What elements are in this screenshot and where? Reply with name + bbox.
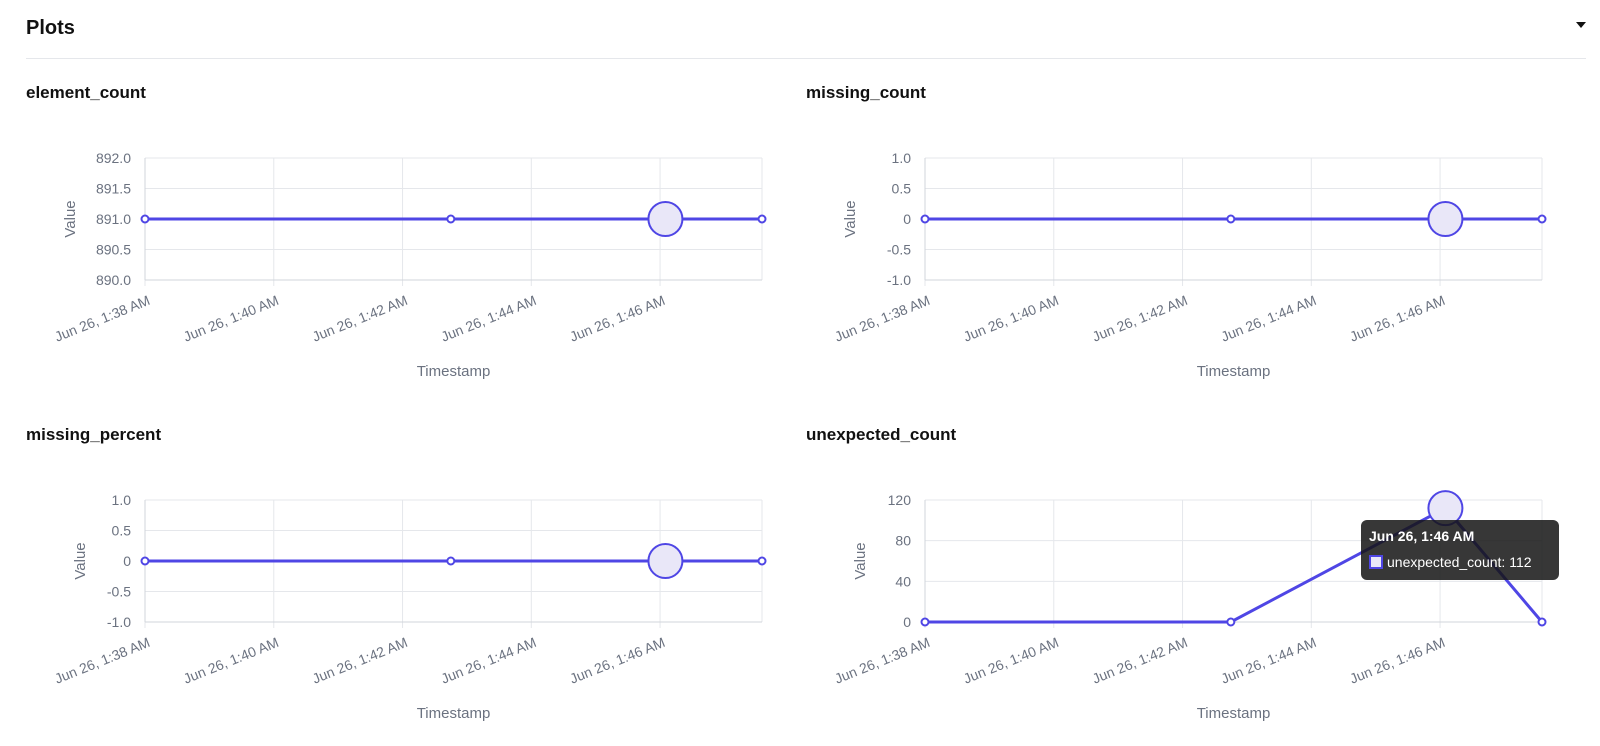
chart-title-unexpected-count: unexpected_count	[806, 425, 957, 444]
data-point[interactable]	[446, 214, 456, 224]
y-tick-label: 1.0	[892, 150, 912, 166]
x-tick-label: Jun 26, 1:44 AM	[1219, 292, 1319, 345]
chart-unexpected-count[interactable]: 120 80 40 0 Jun 26, 1:38 AM Jun 26, 1:40 AM Ju…	[780, 342, 1580, 742]
x-tick-label: Jun 26, 1:42 AM	[1090, 634, 1190, 687]
x-tick-label: Jun 26, 1:44 AM	[439, 634, 539, 687]
highlighted-data-point[interactable]	[647, 543, 684, 579]
x-tick-label: Jun 26, 1:38 AM	[52, 634, 152, 687]
x-axis-title: Timestamp	[1197, 705, 1271, 722]
x-axis-title: Timestamp	[417, 363, 491, 380]
data-point[interactable]	[920, 214, 930, 224]
y-tick-label: 0.5	[892, 181, 912, 197]
x-tick-label: Jun 26, 1:44 AM	[1219, 634, 1319, 687]
y-tick-label: 80	[895, 533, 911, 549]
data-point[interactable]	[920, 617, 930, 627]
data-point[interactable]	[757, 556, 767, 566]
x-tick-label: Jun 26, 1:46 AM	[1347, 634, 1447, 687]
x-tick-label: Jun 26, 1:46 AM	[1347, 292, 1447, 345]
data-point[interactable]	[1537, 214, 1547, 224]
y-axis-title: Value	[72, 542, 89, 579]
x-tick-label: Jun 26, 1:38 AM	[832, 292, 932, 345]
y-tick-label: -0.5	[887, 242, 911, 258]
x-tick-label: Jun 26, 1:42 AM	[310, 634, 410, 687]
x-tick-label: Jun 26, 1:42 AM	[310, 292, 410, 345]
x-axis-title: Timestamp	[417, 705, 491, 722]
chart-tooltip: Jun 26, 1:46 AM unexpected_count: 112	[1361, 520, 1559, 580]
y-tick-label: 891.0	[96, 211, 131, 227]
highlighted-data-point[interactable]	[1427, 201, 1464, 237]
x-tick-label: Jun 26, 1:40 AM	[961, 634, 1061, 687]
chart-missing-percent[interactable]: 1.0 0.5 0 -0.5 -1.0 Jun 26, 1:38 AM Jun 26, 1:…	[0, 342, 800, 742]
tooltip-title: Jun 26, 1:46 AM	[1369, 528, 1475, 544]
data-point[interactable]	[446, 556, 456, 566]
x-tick-label: Jun 26, 1:38 AM	[832, 634, 932, 687]
plots-section-header[interactable]: Plots	[26, 0, 1586, 59]
highlighted-data-point[interactable]	[647, 201, 684, 237]
chart-missing-count[interactable]: 1.0 0.5 0 -0.5 -1.0 Jun 26, 1:38 AM Jun 26, 1:…	[780, 0, 1580, 400]
x-tick-label: Jun 26, 1:40 AM	[961, 292, 1061, 345]
tooltip-label: unexpected_count: 112	[1387, 554, 1532, 570]
data-point[interactable]	[1226, 617, 1236, 627]
data-point[interactable]	[1226, 214, 1236, 224]
y-tick-label: 892.0	[96, 150, 131, 166]
chart-element-count[interactable]: 892.0 891.5 891.0 890.5 890.0 Jun 26, 1:38 AM…	[0, 0, 800, 400]
data-point[interactable]	[140, 556, 150, 566]
x-axis-title: Timestamp	[1197, 363, 1271, 380]
x-tick-label: Jun 26, 1:40 AM	[181, 634, 281, 687]
data-point[interactable]	[140, 214, 150, 224]
y-tick-label: 890.0	[96, 272, 131, 288]
data-point[interactable]	[757, 214, 767, 224]
y-tick-label: 0	[903, 211, 911, 227]
y-tick-label: 890.5	[96, 242, 131, 258]
x-tick-label: Jun 26, 1:38 AM	[52, 292, 152, 345]
y-tick-label: 1.0	[112, 492, 132, 508]
y-tick-label: 40	[895, 573, 911, 589]
chart-title-missing-percent: missing_percent	[26, 425, 162, 444]
chart-title-missing-count: missing_count	[806, 83, 926, 102]
y-axis-title: Value	[842, 200, 859, 237]
x-tick-label: Jun 26, 1:42 AM	[1090, 292, 1190, 345]
x-tick-label: Jun 26, 1:46 AM	[567, 292, 667, 345]
chart-title-element-count: element_count	[26, 83, 146, 102]
y-tick-label: 0	[903, 614, 911, 630]
y-axis-title: Value	[852, 542, 869, 579]
caret-down-icon[interactable]	[1576, 22, 1586, 28]
y-tick-label: -1.0	[887, 272, 911, 288]
x-tick-label: Jun 26, 1:40 AM	[181, 292, 281, 345]
y-tick-label: 891.5	[96, 181, 131, 197]
y-tick-label: 0.5	[112, 523, 132, 539]
y-axis-title: Value	[62, 200, 79, 237]
y-tick-label: 120	[888, 492, 912, 508]
y-tick-label: -0.5	[107, 584, 131, 600]
x-tick-label: Jun 26, 1:46 AM	[567, 634, 667, 687]
section-title: Plots	[26, 17, 75, 39]
x-tick-label: Jun 26, 1:44 AM	[439, 292, 539, 345]
y-tick-label: 0	[123, 553, 131, 569]
y-tick-label: -1.0	[107, 614, 131, 630]
tooltip-swatch-icon	[1369, 555, 1383, 569]
data-point[interactable]	[1537, 617, 1547, 627]
